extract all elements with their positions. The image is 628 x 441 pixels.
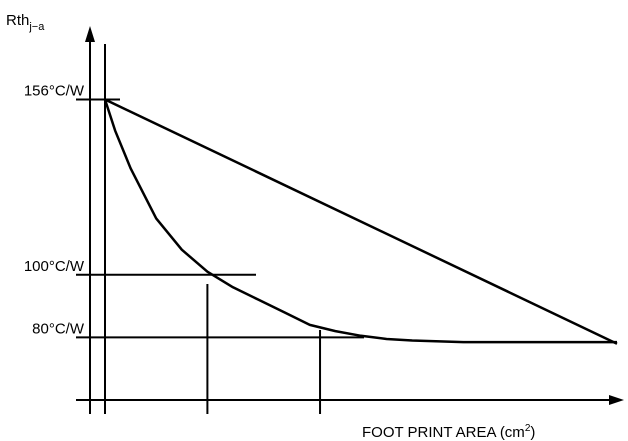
y-axis-arrow [85,26,95,42]
labels: Rthj−a FOOT PRINT AREA (cm2) 156°C/W 100°… [6,12,535,441]
series-line-curve [103,99,617,344]
y-tick-label: 100°C/W [24,258,85,275]
guide-lines [76,44,364,414]
y-tick-label: 80°C/W [32,320,85,337]
y-axis-label: Rthj−a [6,12,45,33]
series-layer [103,98,618,345]
x-axis-arrow [609,395,624,405]
y-tick-label: 156°C/W [24,82,85,99]
series-line-linear [104,98,618,345]
x-axis-label: FOOT PRINT AREA (cm2) [362,423,535,441]
